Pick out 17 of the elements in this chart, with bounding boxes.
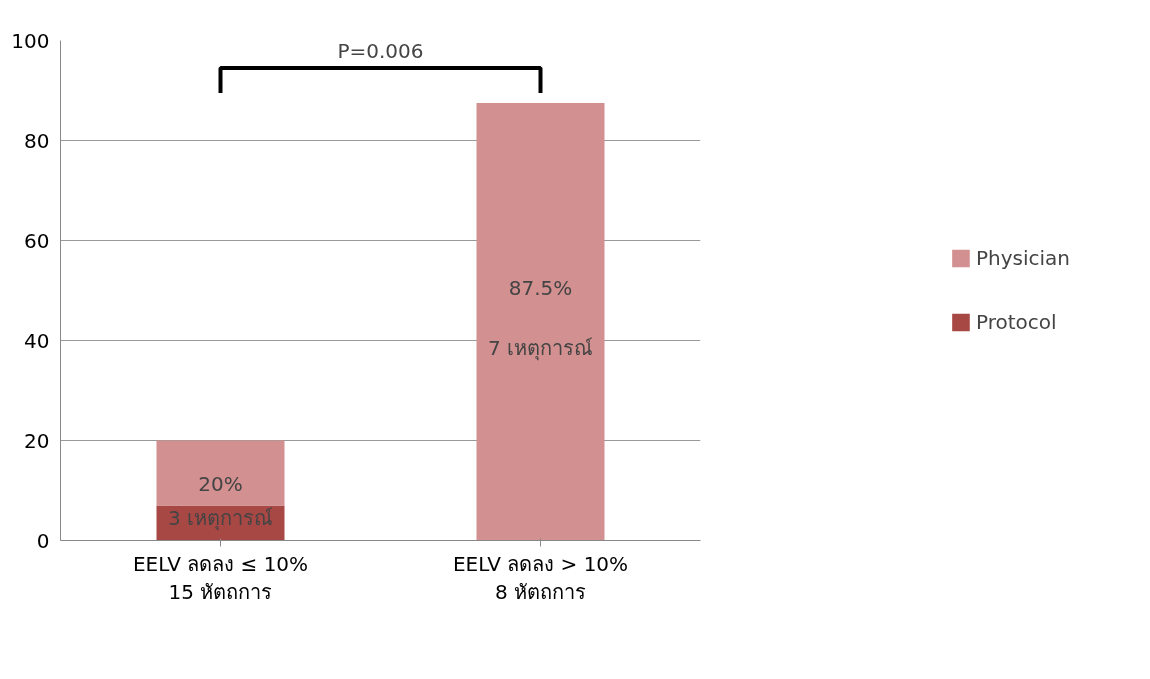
bar [476, 103, 605, 541]
total-label: 20% [198, 471, 243, 496]
y-tick-label: 60 [24, 228, 50, 253]
legend-label: Protocol [975, 310, 1057, 334]
y-tick-label: 100 [11, 28, 50, 53]
legend-label: Physician [975, 246, 1071, 270]
total-label: 87.5% [508, 276, 573, 300]
y-tick-label: 80 [24, 128, 50, 153]
annotation: 3 เหตุการณ์ [167, 505, 274, 531]
y-tick-label: 0 [36, 528, 50, 553]
y-tick-label: 40 [24, 328, 50, 353]
bar [156, 440, 285, 506]
annotation: P=0.006 [337, 39, 424, 63]
y-tick-label: 20 [24, 428, 50, 453]
x-tick-label: EELV ลดลง > 10% 8 หัตถการ [452, 551, 629, 605]
x-tick-label: EELV ลดลง ≤ 10% 15 หัตถการ [132, 551, 309, 605]
annotation: 7 เหตุการณ์ [487, 336, 594, 361]
